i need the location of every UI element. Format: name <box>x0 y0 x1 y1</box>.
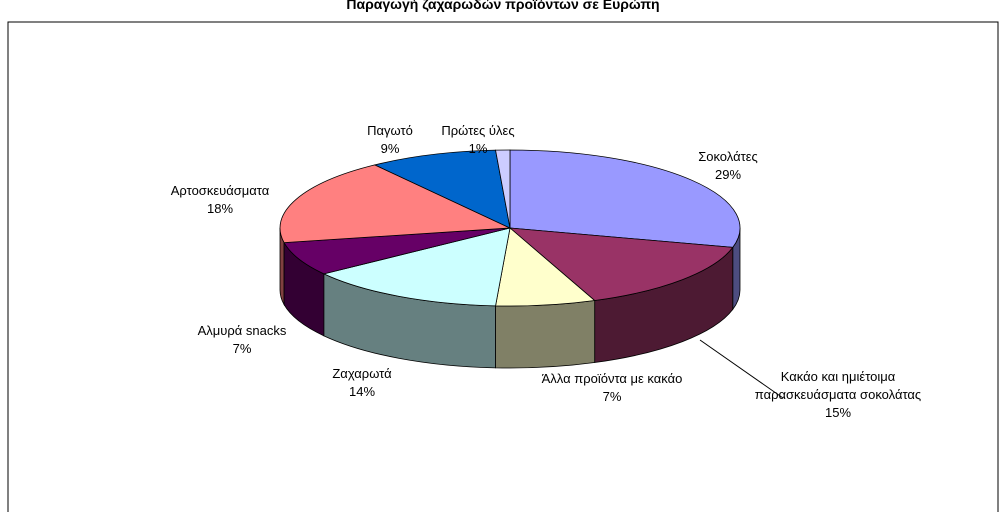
slice-side <box>495 300 596 369</box>
slice-name: Σοκολάτες <box>698 149 758 164</box>
slice-label: Σοκολάτες 29% <box>668 148 788 184</box>
pie-slice <box>373 149 511 229</box>
slice-value: 9% <box>380 141 400 156</box>
slice-name: Παγωτό <box>367 123 413 138</box>
slice-label: Αρτοσκευάσματα 18% <box>145 182 295 218</box>
slice-label: Παγωτό 9% <box>350 122 430 158</box>
pie-slice <box>322 227 511 307</box>
pie-slice <box>495 149 511 229</box>
slice-value: 7% <box>232 341 252 356</box>
slice-name: Αλμυρά snacks <box>197 323 287 338</box>
pie-slice <box>279 164 511 244</box>
slice-name: Άλλα προϊόντα με κακάο <box>541 371 683 386</box>
slice-name: Κακάο και ημιέτοιμα παρασκευάσματα σοκολ… <box>754 369 922 402</box>
slice-label: Κακάο και ημιέτοιμα παρασκευάσματα σοκολ… <box>743 368 933 422</box>
leader-line <box>699 339 784 399</box>
slice-label: Αλμυρά snacks 7% <box>182 322 302 358</box>
slice-value: 1% <box>468 141 488 156</box>
pie-slice <box>508 227 734 301</box>
slice-label: Ζαχαρωτά 14% <box>302 365 422 401</box>
chart-title: Παραγωγή ζαχαρωδών προϊόντων σε Ευρώπη <box>346 0 660 12</box>
slice-name: Ζαχαρωτά <box>332 366 392 381</box>
pie-slice <box>283 227 511 275</box>
pie-sides <box>279 227 741 369</box>
pie-tops <box>279 149 741 307</box>
slice-value: 7% <box>602 389 622 404</box>
slice-name: Πρώτες ύλες <box>441 123 515 138</box>
slice-value: 18% <box>206 201 234 216</box>
pie-slice <box>495 227 596 307</box>
slice-value: 29% <box>714 167 742 182</box>
slice-value: 14% <box>348 384 376 399</box>
slice-label: Άλλα προϊόντα με κακάο 7% <box>512 370 712 406</box>
slice-label: Πρώτες ύλες 1% <box>428 122 528 158</box>
slice-name: Αρτοσκευάσματα <box>170 183 270 198</box>
slice-value: 15% <box>824 405 852 420</box>
pie-slice <box>509 149 741 248</box>
